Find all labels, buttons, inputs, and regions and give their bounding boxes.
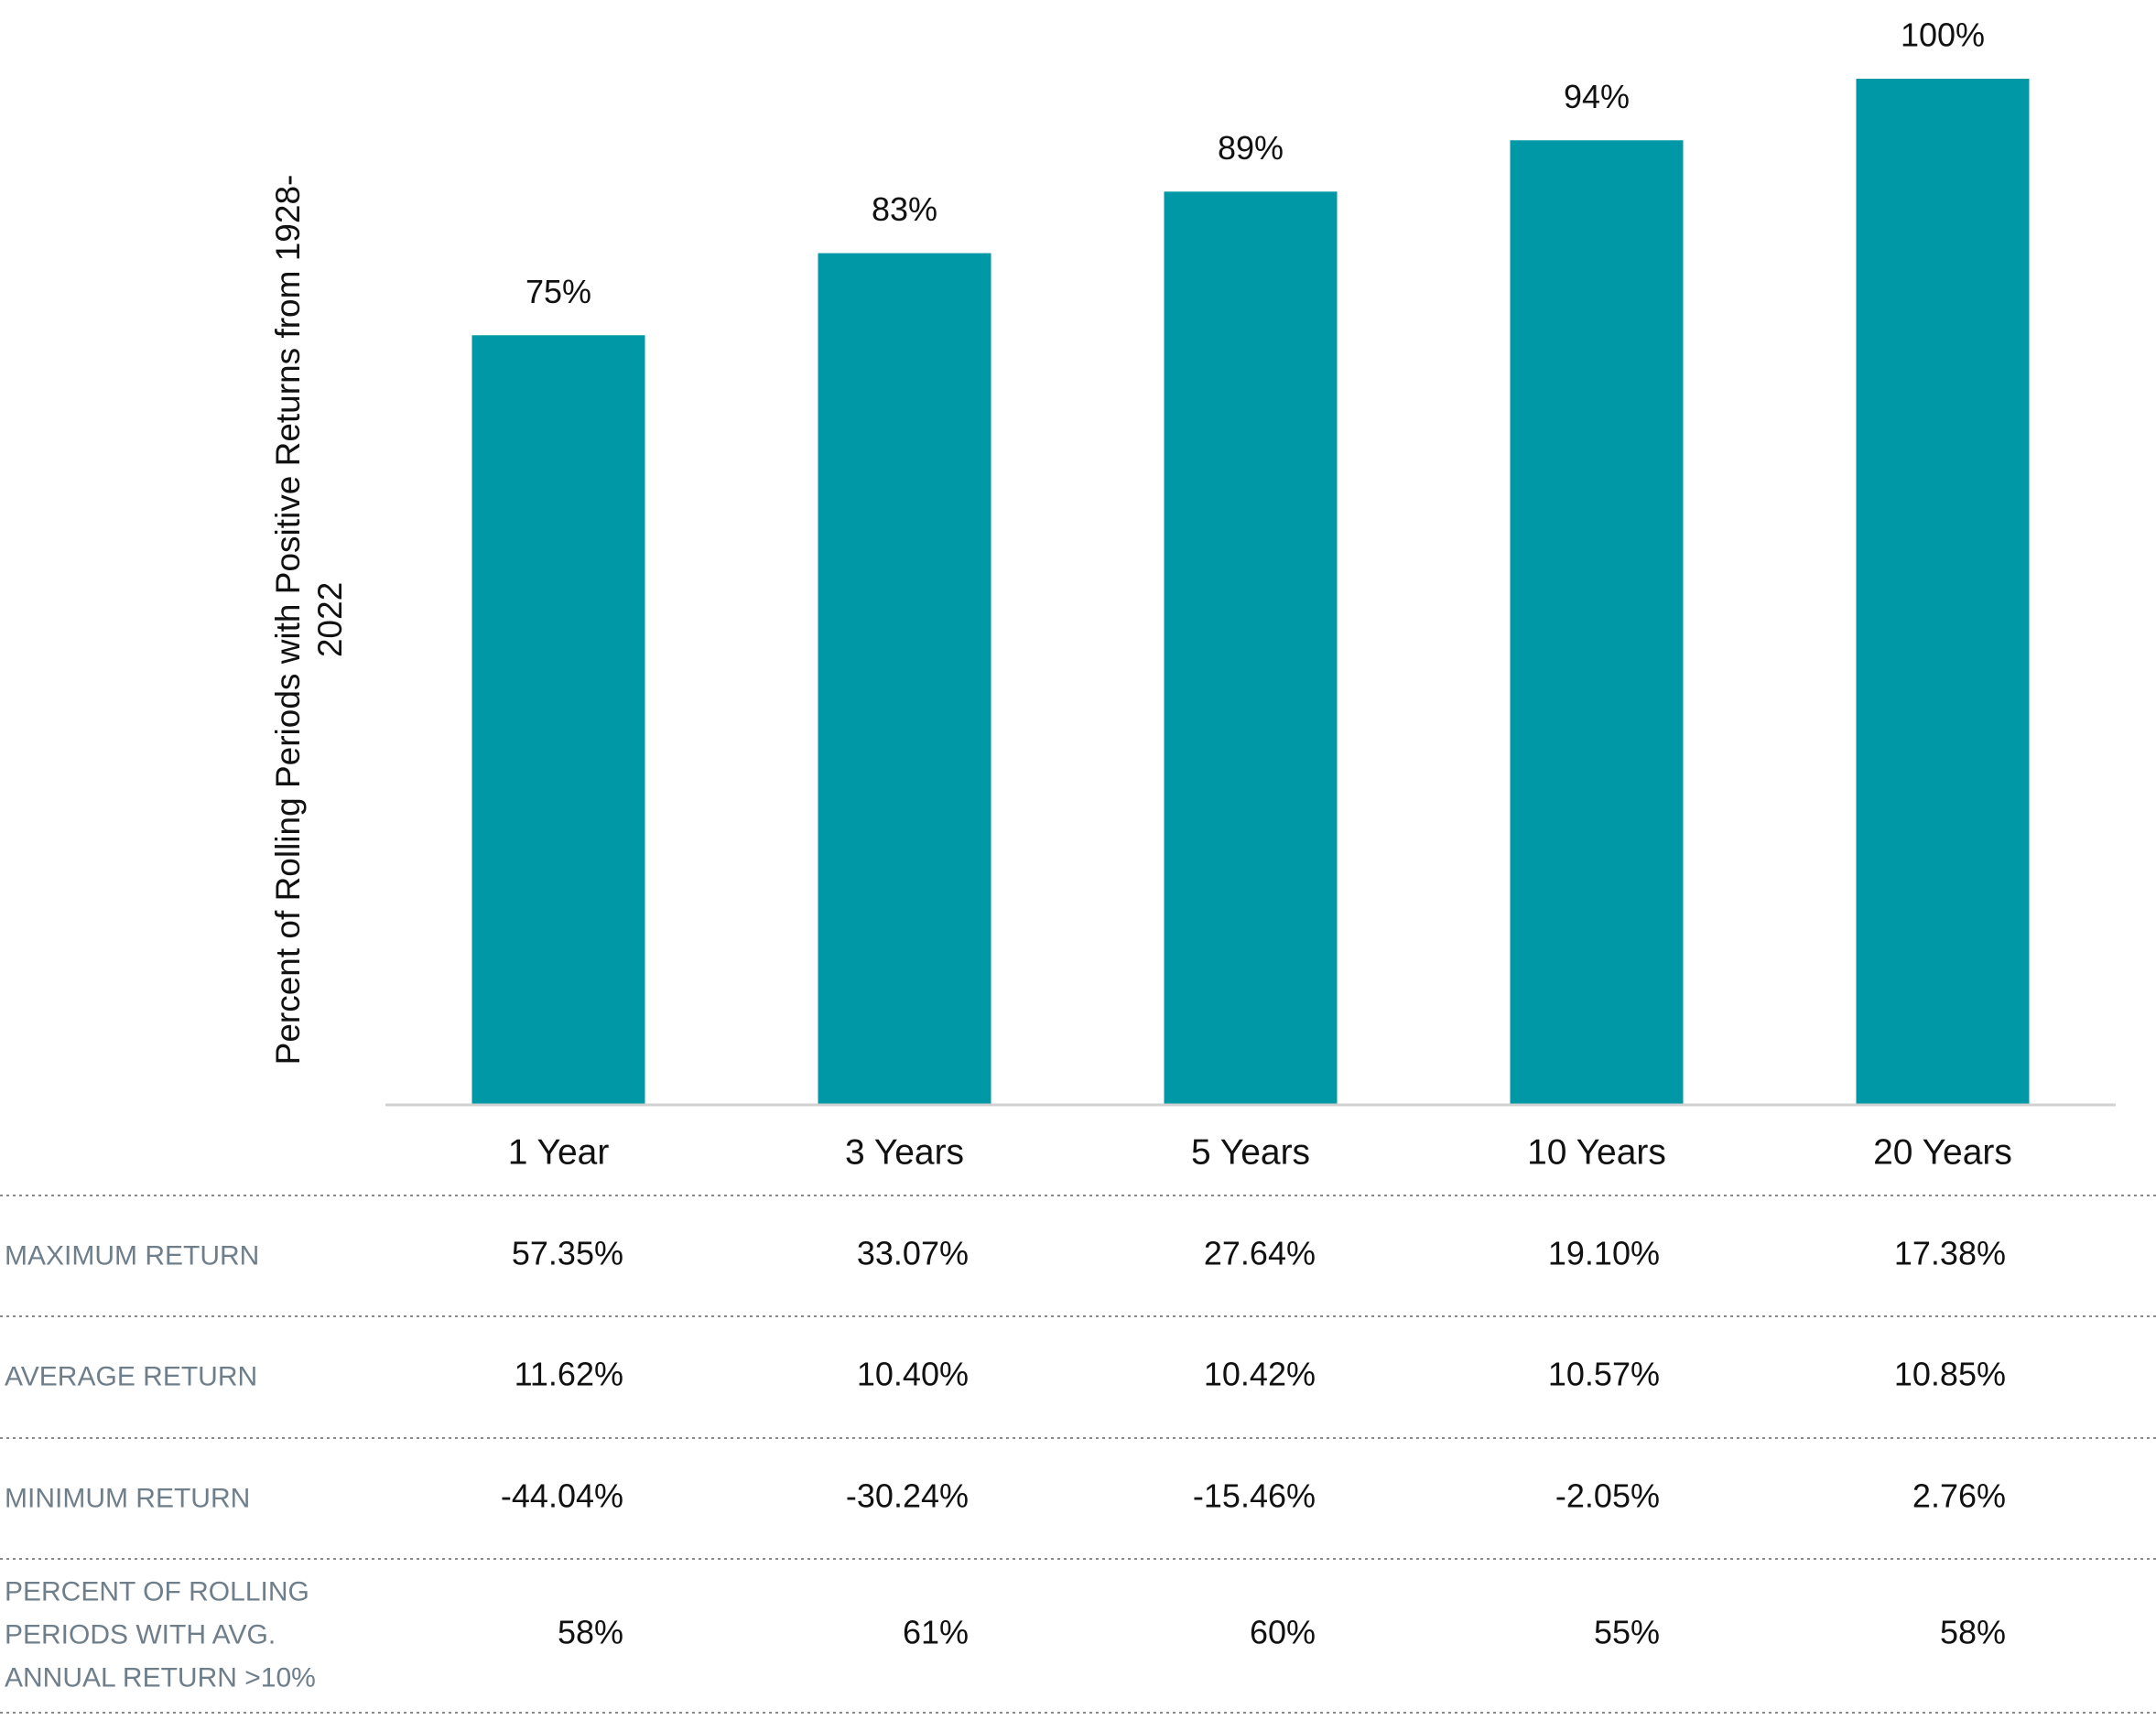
table-cell: -2.05%	[1555, 1477, 1660, 1515]
x-tick-label: 5 Years	[1191, 1132, 1310, 1172]
table-cell: -15.46%	[1193, 1477, 1316, 1515]
x-tick-label: 1 Year	[508, 1132, 610, 1172]
table-cell: 10.40%	[857, 1356, 969, 1393]
row-label: AVERAGE RETURN	[5, 1361, 258, 1392]
x-tick-label: 20 Years	[1873, 1132, 2012, 1172]
table-cell: 11.62%	[515, 1356, 623, 1393]
table-cell: 27.64%	[1204, 1235, 1316, 1272]
value-label: 75%	[525, 273, 591, 310]
table-cell: 55%	[1594, 1614, 1660, 1651]
table-cell: 2.76%	[1912, 1477, 2006, 1515]
table-cell: 57.35%	[512, 1235, 623, 1272]
table-cell: 58%	[558, 1614, 623, 1651]
row-label: MINIMUM RETURN	[5, 1483, 251, 1514]
value-label: 83%	[872, 190, 937, 228]
value-label: 89%	[1218, 129, 1284, 167]
table-cell: 61%	[903, 1614, 969, 1651]
bar	[471, 335, 645, 1105]
bar	[818, 253, 991, 1105]
row-label: MAXIMUM RETURN	[5, 1240, 260, 1271]
table-cell: 19.10%	[1548, 1235, 1660, 1272]
table-cell: 33.07%	[857, 1235, 969, 1272]
row-label: PERCENT OF ROLLING PERIODS WITH AVG. ANN…	[5, 1576, 316, 1693]
value-label: 94%	[1564, 78, 1630, 115]
table-cell: 60%	[1250, 1614, 1316, 1651]
value-label: 100%	[1901, 16, 1985, 54]
table-cell: 10.85%	[1894, 1356, 2006, 1393]
table-cell: 17.38%	[1894, 1235, 2006, 1272]
table-cell: -44.04%	[501, 1477, 623, 1515]
bar	[1510, 140, 1684, 1105]
x-tick-label: 10 Years	[1527, 1132, 1666, 1172]
y-axis-label: Percent of Rolling Periods with Positive…	[269, 174, 349, 1066]
table-cell: 10.57%	[1548, 1356, 1660, 1393]
table-cell: -30.24%	[846, 1477, 969, 1515]
table-cell: 58%	[1940, 1614, 2006, 1651]
bar	[1856, 79, 2030, 1105]
bar	[1164, 191, 1338, 1105]
table-cell: 10.42%	[1204, 1356, 1316, 1393]
x-tick-label: 3 Years	[845, 1132, 964, 1172]
